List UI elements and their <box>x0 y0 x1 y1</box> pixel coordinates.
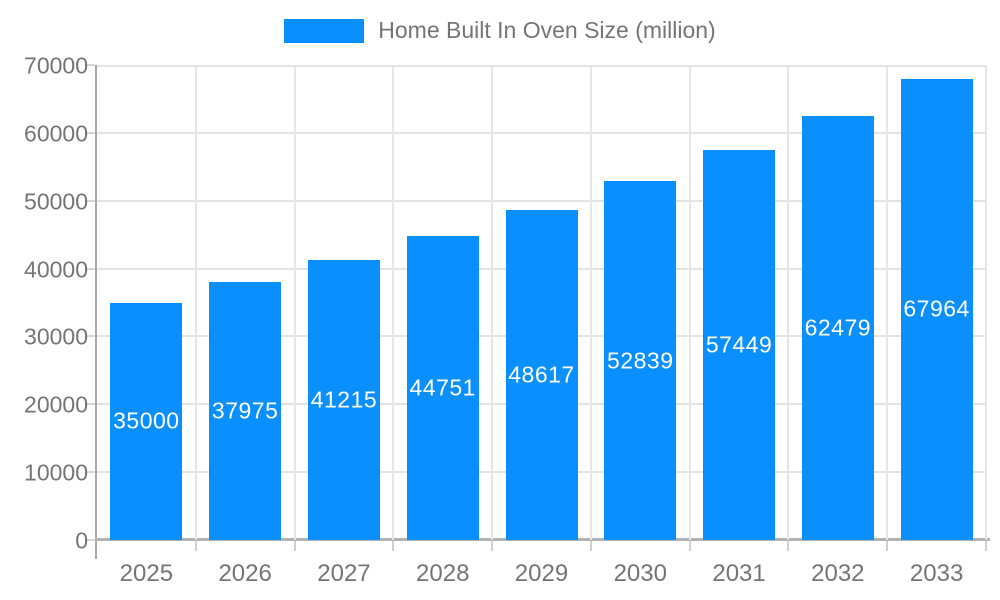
bar-value-label: 35000 <box>113 407 180 434</box>
y-axis-line <box>95 65 97 559</box>
x-gridline <box>491 65 494 540</box>
x-gridline <box>293 65 296 540</box>
x-axis-tick <box>293 541 296 551</box>
x-axis-category-label: 2026 <box>218 560 272 587</box>
x-gridline <box>787 65 790 540</box>
y-axis-tick <box>85 403 95 406</box>
y-axis-tick <box>85 267 95 270</box>
y-axis-tick <box>85 64 95 66</box>
bar-value-label: 67964 <box>903 295 970 322</box>
y-axis-tick <box>85 199 95 202</box>
y-gridline <box>97 131 986 134</box>
x-gridline <box>985 65 987 540</box>
x-gridline <box>194 65 197 540</box>
bar-2029[interactable]: 48617 <box>505 210 578 540</box>
bar-value-label: 62479 <box>804 314 872 341</box>
x-axis-tick <box>985 541 987 551</box>
x-axis-tick <box>392 541 395 551</box>
legend-label: Home Built In Oven Size (million) <box>378 17 716 43</box>
x-axis-tick <box>886 541 889 551</box>
bar-value-label: 37975 <box>211 397 279 424</box>
y-axis-tick-label: 70000 <box>24 52 88 79</box>
x-gridline <box>886 65 889 540</box>
bar-2033[interactable]: 67964 <box>900 78 973 540</box>
x-axis-category-label: 2031 <box>712 560 766 587</box>
x-axis-tick <box>491 541 494 551</box>
x-axis-tick <box>589 541 592 551</box>
y-axis-tick-label: 50000 <box>24 188 88 215</box>
bar-value-label: 44751 <box>409 374 476 401</box>
legend-color-swatch <box>284 18 365 43</box>
x-axis-category-label: 2027 <box>317 560 371 587</box>
y-axis-tick <box>85 471 95 474</box>
x-gridline <box>589 65 592 540</box>
bar-2026[interactable]: 37975 <box>209 282 282 540</box>
x-axis-category-label: 2025 <box>119 560 174 587</box>
y-axis-tick <box>85 131 95 134</box>
bar-value-label: 57449 <box>705 331 773 358</box>
bar-2032[interactable]: 62479 <box>801 116 874 540</box>
y-axis-tick-label: 30000 <box>24 323 88 350</box>
bar-value-label: 41215 <box>310 386 378 413</box>
x-gridline <box>688 65 691 540</box>
x-gridline <box>392 65 395 540</box>
y-axis-tick-label: 40000 <box>24 256 88 283</box>
x-axis-category-label: 2029 <box>514 560 569 587</box>
bar-2028[interactable]: 44751 <box>406 236 479 540</box>
x-axis-tick <box>688 541 691 551</box>
y-gridline <box>97 199 986 202</box>
plot-area: 35000 37975 41215 44751 48617 52839 57449 62479… <box>97 65 987 540</box>
x-axis-category-label: 2032 <box>811 560 865 587</box>
y-axis-tick <box>85 539 95 541</box>
bar-2030[interactable]: 52839 <box>604 181 677 540</box>
x-axis-category-label: 2033 <box>909 560 964 587</box>
y-axis-tick-label: 20000 <box>24 391 88 418</box>
bar-value-label: 52839 <box>607 347 674 374</box>
bar-2027[interactable]: 41215 <box>307 260 380 540</box>
bar-value-label: 48617 <box>508 361 575 388</box>
y-gridline <box>97 65 986 67</box>
bar-2031[interactable]: 57449 <box>703 150 776 540</box>
x-axis-tick <box>787 541 790 551</box>
legend-item-oven-size[interactable]: Home Built In Oven Size (million) <box>284 17 716 44</box>
y-axis-tick-label: 60000 <box>24 120 88 147</box>
y-axis-tick-label: 10000 <box>24 459 88 486</box>
x-axis-category-label: 2030 <box>613 560 667 587</box>
chart-legend: Home Built In Oven Size (million) <box>0 17 1000 44</box>
x-axis-tick <box>194 541 197 551</box>
y-axis-tick <box>85 335 95 338</box>
bar-2025[interactable]: 35000 <box>110 302 183 540</box>
y-axis-tick-label: 0 <box>75 527 88 554</box>
x-axis-category-label: 2028 <box>416 560 470 587</box>
